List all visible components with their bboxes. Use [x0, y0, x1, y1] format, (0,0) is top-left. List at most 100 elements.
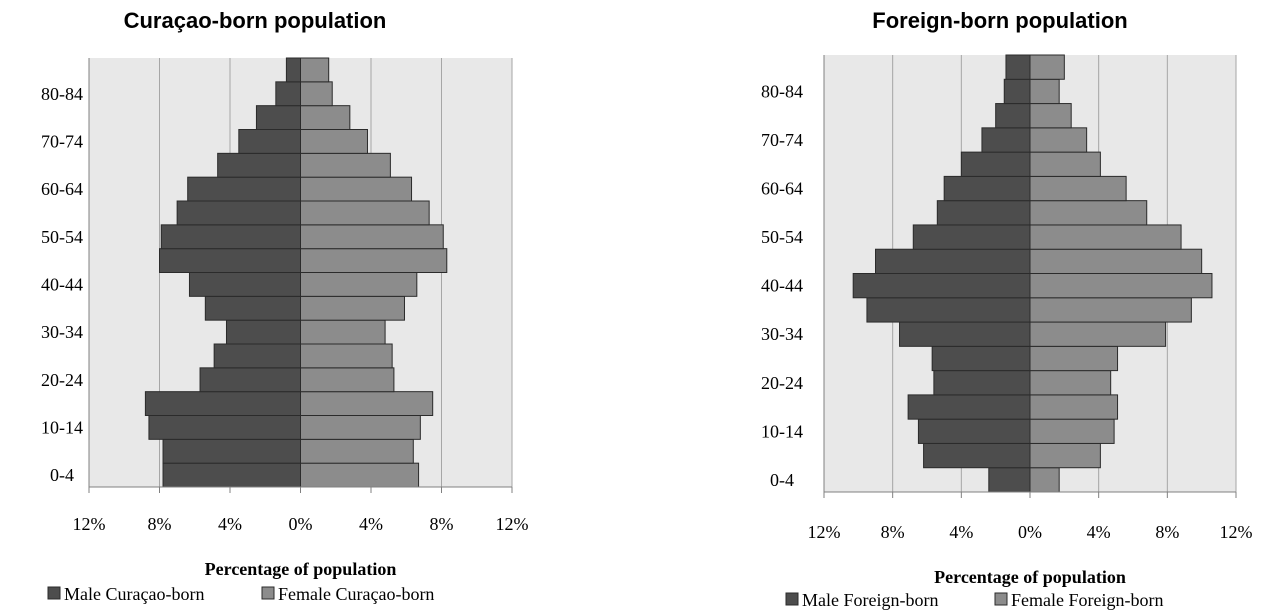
- bar-male-50-54: [912, 224, 1031, 250]
- bar-female-25-29: [1029, 345, 1119, 372]
- bar-female-30-34: [1029, 321, 1167, 347]
- x-tick-label: 12%: [1220, 522, 1253, 542]
- bar-female-35-39: [300, 295, 405, 321]
- bar-male-0-4: [162, 462, 301, 488]
- bar-male-85+: [285, 57, 301, 83]
- y-tick-label: 80-84: [761, 81, 803, 101]
- bar-female-60-64: [300, 176, 413, 202]
- bar-female-75-79: [1029, 103, 1072, 129]
- bar-male-80-84: [275, 81, 302, 107]
- legend-swatch-female: [261, 586, 275, 600]
- bar-male-55-59: [176, 200, 301, 226]
- bar-male-25-29: [931, 345, 1031, 372]
- bar-female-0-4: [300, 462, 420, 488]
- bar-male-80-84: [1003, 78, 1031, 105]
- y-tick-label: 60-64: [41, 179, 83, 199]
- bar-male-65-69: [960, 151, 1031, 177]
- x-tick-label: 8%: [430, 514, 454, 534]
- bar-female-45-49: [1029, 248, 1203, 275]
- bar-male-20-24: [199, 367, 302, 393]
- bar-female-80-84: [300, 81, 333, 107]
- y-tick-label: 10-14: [761, 421, 803, 441]
- bar-female-15-19: [300, 391, 434, 416]
- bar-male-55-59: [936, 200, 1031, 226]
- bar-male-35-39: [866, 297, 1031, 323]
- bar-female-50-54: [300, 224, 444, 250]
- y-tick-label: 60-64: [761, 179, 803, 199]
- bar-male-35-39: [204, 295, 301, 321]
- bar-female-70-74: [1029, 127, 1088, 153]
- x-tick-label: 0%: [289, 514, 313, 534]
- x-tick-label: 12%: [496, 514, 529, 534]
- bar-female-0-4: [1029, 467, 1060, 493]
- y-tick-label: 30-34: [761, 324, 803, 344]
- chart-title: Curaçao-born population: [124, 8, 387, 33]
- bar-female-40-44: [300, 272, 418, 297]
- x-tick-label: 4%: [359, 514, 383, 534]
- y-tick-label: 80-84: [41, 84, 83, 104]
- legend-label-male: Male Foreign-born: [802, 590, 938, 610]
- bar-female-5-9: [300, 438, 414, 464]
- chart-curacao-born: Curaçao-born population 12% 8% 4% 0% 4% 8% 12% 0…: [41, 8, 529, 604]
- bar-female-5-9: [1029, 442, 1101, 469]
- bar-female-10-14: [1029, 418, 1115, 444]
- bar-male-40-44: [852, 273, 1031, 299]
- bar-female-50-54: [1029, 224, 1182, 250]
- x-tick-label: 12%: [73, 514, 106, 534]
- legend-label-male: Male Curaçao-born: [64, 584, 204, 604]
- legend-swatch-male: [785, 592, 799, 606]
- bar-male-40-44: [188, 272, 301, 297]
- bar-male-10-14: [148, 415, 301, 440]
- bar-male-25-29: [213, 343, 301, 369]
- bar-female-55-59: [1029, 200, 1148, 226]
- bar-female-25-29: [300, 343, 393, 369]
- bar-male-70-74: [238, 129, 301, 154]
- x-tick-label: 0%: [1018, 522, 1042, 542]
- bar-male-75-79: [995, 103, 1031, 129]
- bar-male-20-24: [933, 370, 1031, 396]
- x-tick-label: 8%: [1155, 522, 1179, 542]
- chart-title: Foreign-born population: [872, 8, 1127, 33]
- bar-female-65-69: [300, 152, 391, 178]
- y-tick-label: 30-34: [41, 322, 83, 342]
- y-tick-label: 20-24: [41, 370, 83, 390]
- bar-male-60-64: [187, 176, 301, 202]
- bar-male-30-34: [899, 321, 1031, 347]
- bar-male-45-49: [875, 248, 1031, 275]
- bar-male-5-9: [923, 442, 1031, 469]
- bar-female-15-19: [1029, 394, 1119, 420]
- y-tick-label: 10-14: [41, 417, 83, 437]
- bar-male-5-9: [162, 438, 301, 464]
- x-tick-label: 4%: [949, 522, 973, 542]
- y-tick-label: 20-24: [761, 373, 803, 393]
- x-axis-label: Percentage of population: [934, 567, 1126, 587]
- x-tick-label: 8%: [881, 522, 905, 542]
- bar-female-80-84: [1029, 78, 1060, 105]
- bar-male-45-49: [159, 248, 301, 274]
- bar-male-30-34: [225, 319, 302, 345]
- bar-female-55-59: [300, 200, 430, 226]
- chart-foreign-born: Foreign-born population 12% 8% 4% 0% 4% 8% 12% 0…: [761, 8, 1253, 610]
- bar-female-10-14: [300, 415, 421, 440]
- bar-male-15-19: [907, 394, 1031, 420]
- bar-female-60-64: [1029, 175, 1127, 202]
- y-tick-label: 50-54: [41, 227, 83, 247]
- y-tick-label: 70-74: [761, 130, 803, 150]
- x-tick-label: 4%: [1087, 522, 1111, 542]
- x-tick-label: 4%: [218, 514, 242, 534]
- bar-male-70-74: [981, 127, 1031, 153]
- bar-male-50-54: [160, 224, 301, 250]
- x-axis-label: Percentage of population: [205, 559, 397, 579]
- legend-label-female: Female Foreign-born: [1011, 590, 1163, 610]
- bar-female-40-44: [1029, 273, 1213, 299]
- y-tick-label: 0-4: [50, 465, 74, 485]
- bar-male-65-69: [217, 152, 302, 178]
- bar-female-75-79: [300, 105, 351, 130]
- y-tick-label: 70-74: [41, 131, 83, 151]
- bar-male-75-79: [255, 105, 301, 130]
- x-tick-label: 8%: [148, 514, 172, 534]
- bar-female-85+: [300, 57, 330, 83]
- y-tick-label: 40-44: [761, 276, 803, 296]
- bar-female-65-69: [1029, 151, 1101, 177]
